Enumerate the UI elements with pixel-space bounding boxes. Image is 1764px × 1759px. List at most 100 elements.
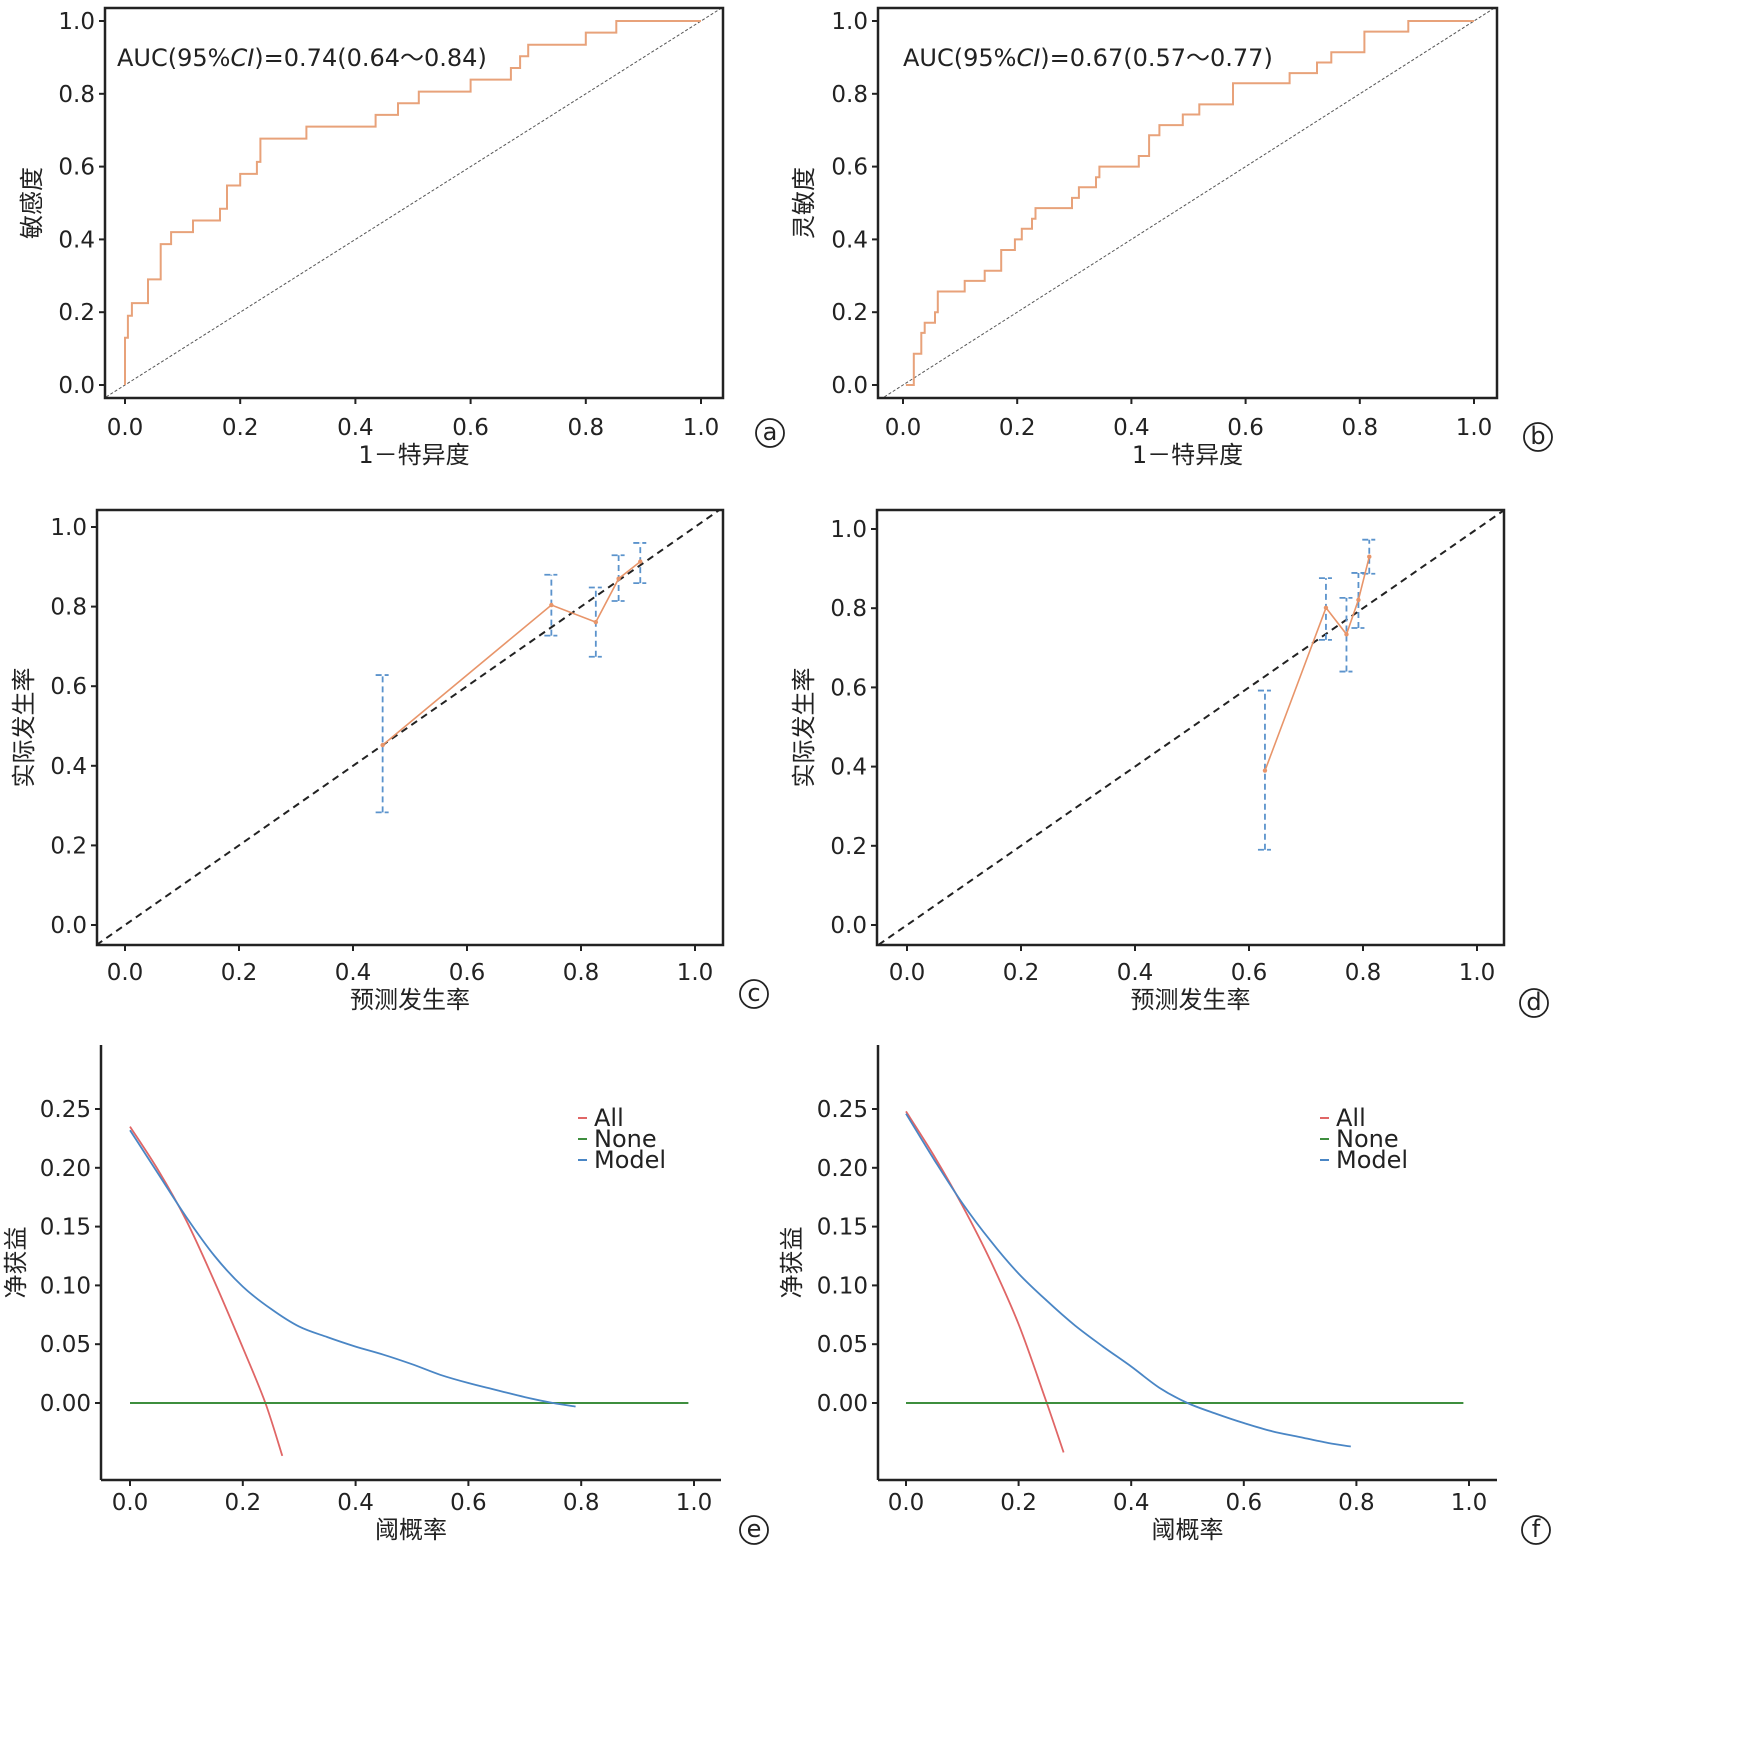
chart-panel-e: 0.0 0.2 0.4 0.6 0.8 1.0 0.00 0.05 0.10 0.15 0.20 0.… [2, 1045, 769, 1545]
panel-label: b [1523, 422, 1553, 452]
calibration-point [1323, 605, 1329, 611]
x-tick-label: 0.2 [221, 960, 258, 986]
auc-text-value: )=0.74(0.64～0.84) [254, 44, 487, 72]
y-tick-label: 0.10 [817, 1273, 868, 1299]
x-tick-label: 0.4 [1117, 960, 1154, 986]
y-tick-label: 0.8 [58, 82, 95, 108]
panel-label-circle [1519, 988, 1549, 1018]
y-tick-label: 0.2 [50, 833, 87, 859]
x-tick-label: 1.0 [1456, 415, 1493, 441]
calibration-point [1367, 554, 1372, 559]
axes-frame [875, 508, 1506, 947]
x-tick-label: 0.8 [563, 1490, 600, 1516]
y-tick-label: 0.20 [40, 1156, 91, 1182]
x-tick-label: 0.6 [449, 960, 486, 986]
roc-curve [905, 20, 1474, 386]
y-axis-title: 灵敏度 [790, 167, 818, 239]
x-tick-label: 0.0 [888, 1490, 925, 1516]
y-tick-label: 0.8 [50, 595, 87, 621]
x-tick-label: 0.6 [1226, 1490, 1263, 1516]
perfect-calibration-line [877, 510, 1504, 945]
x-tick-label: 1.0 [676, 1490, 713, 1516]
y-tick-label: 0.6 [830, 675, 867, 701]
auc-text-value: )=0.67(0.57～0.77) [1040, 44, 1273, 72]
y-tick-label: 1.0 [831, 9, 868, 35]
legend-label-none: None [594, 1125, 657, 1153]
legend-label-all: All [594, 1104, 624, 1132]
y-tick-label: 0.4 [58, 227, 95, 253]
chart-panel-f: 0.0 0.2 0.4 0.6 0.8 1.0 0.00 0.05 0.10 0.15 0.20 0.… [778, 1045, 1551, 1545]
y-axis-title: 净获益 [778, 1227, 806, 1299]
panel-label: d [1519, 988, 1549, 1018]
auc-text-prefix: AUC(95% [903, 44, 1016, 72]
plot-area [105, 8, 723, 398]
x-tick-label: 0.8 [563, 960, 600, 986]
panel-label-circle [739, 1515, 769, 1545]
y-tick-label: 0.25 [40, 1097, 91, 1123]
y-tick-label: 0.4 [50, 754, 87, 780]
y-tick-label: 1.0 [830, 517, 867, 543]
chance-diagonal-line [881, 8, 1496, 398]
x-tick-label: 0.0 [107, 415, 144, 441]
legend-label-model: Model [1336, 1146, 1408, 1174]
x-tick-label: 0.8 [1345, 960, 1382, 986]
x-tick-label: 0.0 [112, 1490, 149, 1516]
dca-line-model [905, 1113, 1351, 1448]
panel-label-circle [755, 418, 785, 448]
calibration-point [1262, 768, 1268, 773]
x-axis-title: 预测发生率 [350, 986, 470, 1014]
x-tick-label: 1.0 [683, 415, 720, 441]
y-tick-label: 0.05 [817, 1332, 868, 1358]
panel-label-letter: d [1526, 988, 1541, 1016]
calibration-point [616, 576, 621, 581]
calibration-point [593, 619, 599, 625]
calibration-point [1344, 632, 1349, 637]
roc-curve [124, 20, 701, 385]
calibration-curve [1264, 556, 1371, 771]
y-tick-label: 1.0 [50, 515, 87, 541]
y-tick-label: 0.6 [58, 155, 95, 181]
x-tick-label: 0.6 [1227, 415, 1264, 441]
y-axis-title: 敏感度 [18, 167, 46, 239]
y-tick-label: 0.10 [40, 1273, 91, 1299]
panel-label-letter: e [747, 1515, 762, 1543]
panel-label-circle [1521, 1515, 1551, 1545]
y-tick-label: 0.20 [817, 1156, 868, 1182]
x-axis-title: 阈概率 [375, 1516, 447, 1544]
x-tick-label: 0.2 [1003, 960, 1040, 986]
x-axis-title: 预测发生率 [1131, 986, 1251, 1014]
chart-panel-d: 0.0 0.2 0.4 0.6 0.8 1.0 0.0 0.2 0.4 0.6 0.8 1.0 预测发生… [790, 508, 1549, 1018]
y-tick-label: 0.0 [50, 913, 87, 939]
x-tick-label: 0.4 [335, 960, 372, 986]
dca-line-all [129, 1126, 284, 1457]
x-tick-label: 0.2 [999, 415, 1036, 441]
x-tick-label: 0.0 [107, 960, 144, 986]
panel-label-letter: c [747, 979, 760, 1007]
y-tick-label: 0.8 [831, 82, 868, 108]
perfect-calibration-line [97, 510, 722, 945]
x-tick-label: 0.6 [452, 415, 489, 441]
axes-frame [95, 508, 725, 947]
y-axis-title: 实际发生率 [10, 668, 38, 788]
axes-frame [876, 6, 1499, 400]
x-tick-label: 0.2 [1000, 1490, 1037, 1516]
y-tick-label: 0.05 [40, 1332, 91, 1358]
x-tick-label: 0.0 [889, 960, 926, 986]
auc-text-ci: CI [230, 44, 254, 72]
y-tick-label: 0.00 [40, 1391, 91, 1417]
y-tick-label: 1.0 [58, 9, 95, 35]
y-axis-title: 实际发生率 [790, 668, 818, 788]
plot-area [905, 1110, 1464, 1453]
auc-annotation: AUC(95%CI)=0.74(0.64～0.84) [117, 44, 487, 72]
panel-label-circle [739, 979, 769, 1009]
calibration-point [1356, 597, 1361, 603]
plot-area [877, 510, 1504, 945]
x-tick-label: 0.2 [225, 1490, 262, 1516]
y-tick-label: 0.2 [831, 300, 868, 326]
y-tick-label: 0.6 [831, 155, 868, 181]
x-tick-label: 1.0 [1451, 1490, 1488, 1516]
chart-panel-b: 0.0 0.2 0.4 0.6 0.8 1.0 0.0 0.2 0.4 0.6 0.8 1.0 1－特异… [790, 6, 1553, 469]
panel-label-circle [1523, 422, 1553, 452]
